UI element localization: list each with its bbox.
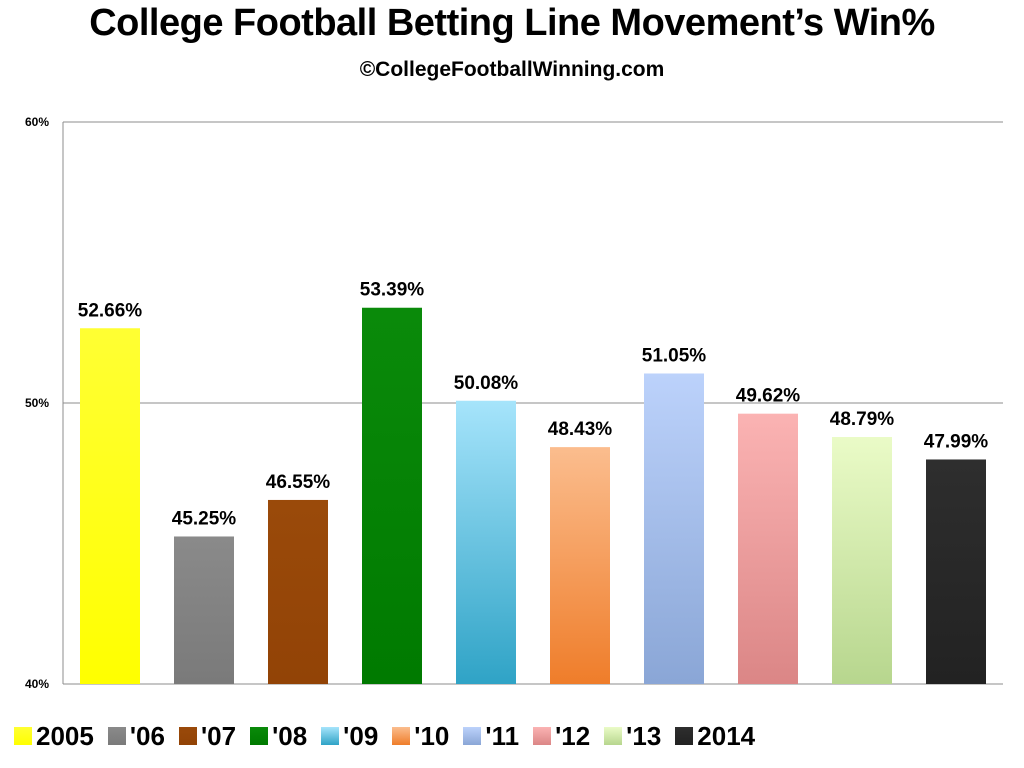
y-tick-label: 50% xyxy=(25,396,49,410)
bar xyxy=(174,536,234,684)
data-label: 51.05% xyxy=(642,345,707,366)
chart-legend: 2005 '06 '07 '08 '09 '10 '11 '12 '13 2014 xyxy=(14,718,769,754)
data-label: 52.66% xyxy=(78,300,143,321)
legend-label: '08 xyxy=(272,720,308,751)
legend-swatch xyxy=(321,727,340,745)
legend-swatch xyxy=(533,727,552,745)
legend-swatch xyxy=(250,727,269,745)
legend-label: '09 xyxy=(343,720,379,751)
bar xyxy=(832,437,892,684)
legend-swatch xyxy=(675,727,694,745)
legend-label: 2005 xyxy=(36,720,94,751)
bar xyxy=(456,400,516,684)
data-label: 48.79% xyxy=(830,409,895,430)
data-label: 45.25% xyxy=(172,508,237,529)
legend-swatch xyxy=(178,727,197,745)
bar xyxy=(926,459,986,684)
legend-label: 2014 xyxy=(697,720,756,751)
bar xyxy=(362,307,422,684)
legend-label: '13 xyxy=(626,720,662,751)
bar xyxy=(738,413,798,684)
bar xyxy=(80,328,140,684)
chart-subtitle: ©CollegeFootballWinning.com xyxy=(359,58,665,81)
legend-item: '13 xyxy=(604,721,661,752)
legend-item: 2005 xyxy=(14,721,94,752)
bar xyxy=(268,499,328,684)
legend-label: '12 xyxy=(555,720,591,751)
legend-item: '12 xyxy=(533,721,590,752)
data-label: 49.62% xyxy=(736,386,801,407)
data-label: 46.55% xyxy=(266,472,331,493)
legend-label: '10 xyxy=(414,720,450,751)
legend-item: '11 xyxy=(463,721,519,752)
y-tick-label: 40% xyxy=(25,677,49,691)
legend-item: '06 xyxy=(107,720,165,752)
data-label: 47.99% xyxy=(924,431,989,452)
legend-item: '09 xyxy=(321,721,378,752)
legend-swatch xyxy=(14,727,32,745)
legend-item: 2014 xyxy=(675,721,755,752)
data-label: 48.43% xyxy=(548,419,613,440)
chart-title: College Football Betting Line Movement’s… xyxy=(89,2,935,44)
legend-swatch xyxy=(463,727,482,745)
legend-label: '07 xyxy=(200,720,237,751)
bar xyxy=(550,447,610,684)
data-label: 53.39% xyxy=(360,280,425,301)
legend-swatch xyxy=(392,727,411,745)
legend-swatch xyxy=(604,727,623,745)
legend-label: '11 xyxy=(485,720,520,751)
bar xyxy=(644,373,704,684)
data-label: 50.08% xyxy=(454,373,519,394)
legend-item: '07 xyxy=(178,720,237,752)
y-tick-label: 60% xyxy=(25,115,49,129)
legend-label: '06 xyxy=(129,720,165,751)
legend-swatch xyxy=(107,727,126,745)
legend-item: '08 xyxy=(250,721,307,752)
legend-item: '10 xyxy=(392,721,449,752)
